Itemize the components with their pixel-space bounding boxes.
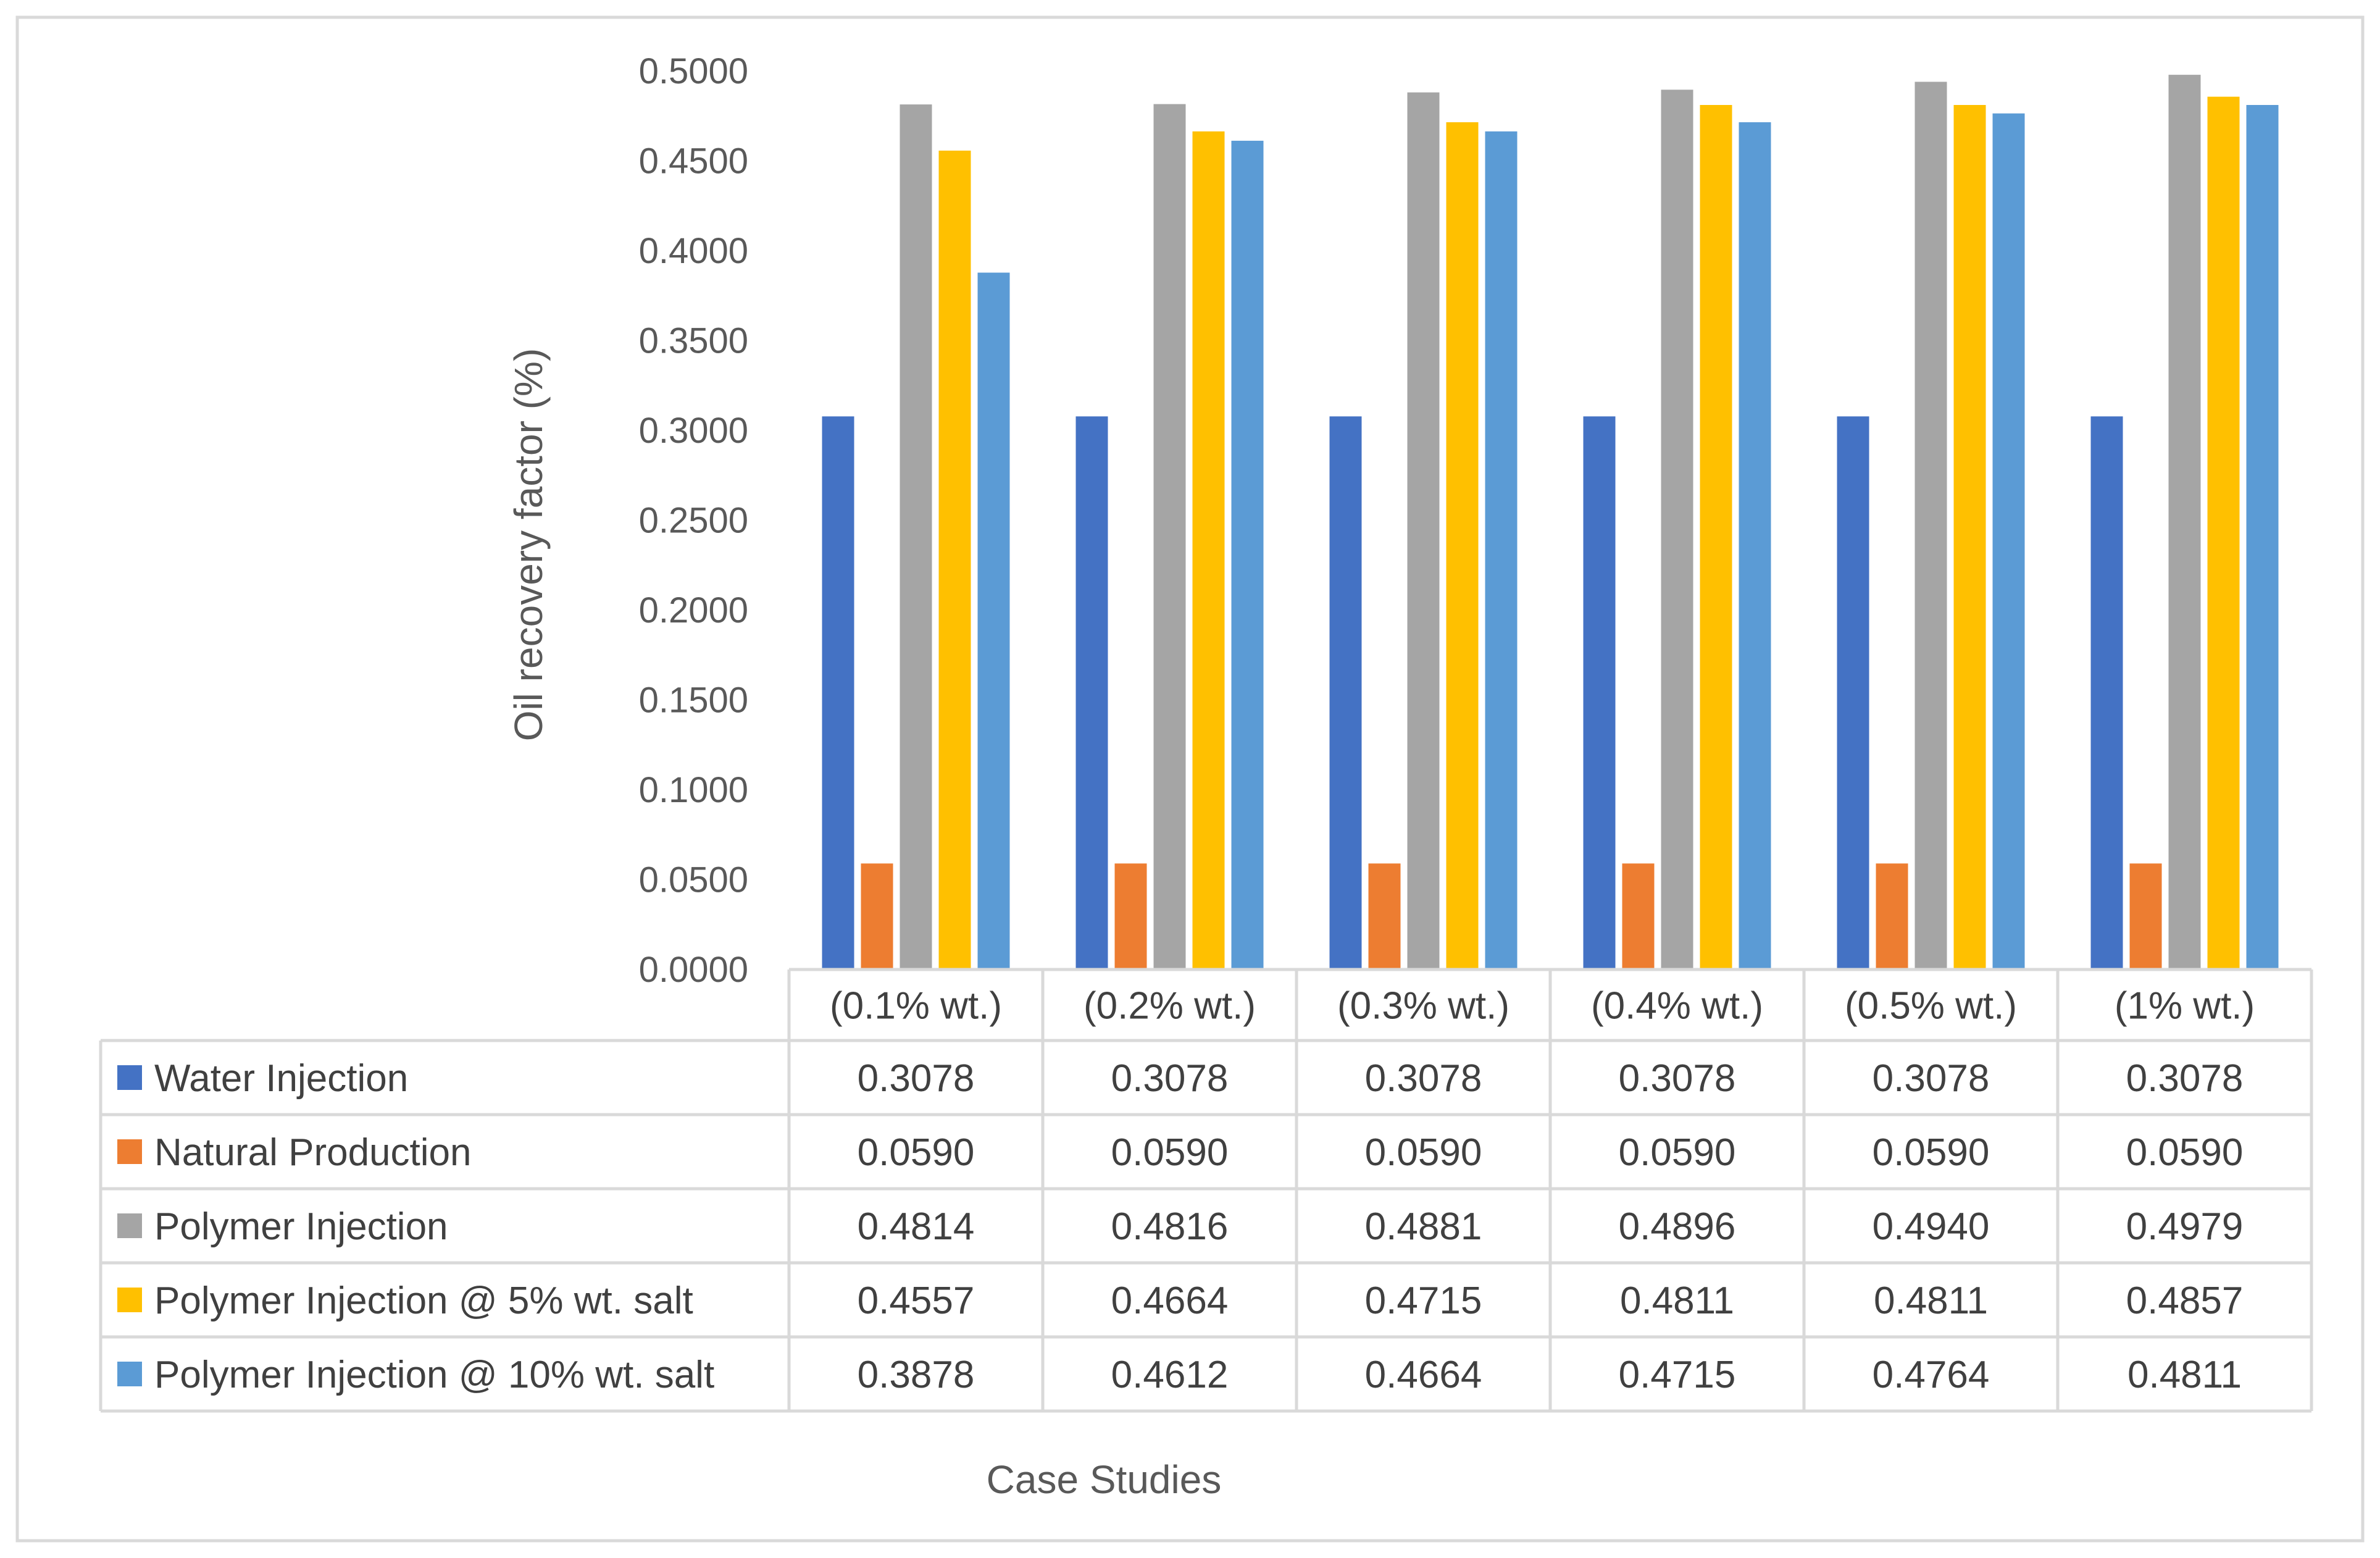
bar-series-group <box>822 75 2279 970</box>
data-label: 0.0590 <box>2126 1131 2244 1174</box>
y-tick-label: 0.0000 <box>639 950 748 990</box>
legend-key <box>117 1288 142 1312</box>
data-label: 0.4612 <box>1111 1354 1229 1396</box>
y-tick-label: 0.1500 <box>639 681 748 721</box>
bar-polymer-injection-2 <box>1153 104 1186 970</box>
series-name: Water Injection <box>154 1057 408 1100</box>
data-label: 0.4764 <box>1873 1354 1990 1396</box>
data-label: 0.4857 <box>2126 1279 2244 1322</box>
bar-water-injection-1 <box>822 416 854 970</box>
data-label: 0.4557 <box>858 1279 975 1322</box>
bar-polymer-injection-3 <box>1407 92 1440 970</box>
y-tick-label: 0.3000 <box>639 411 748 451</box>
bar-natural-production-3 <box>1368 863 1401 970</box>
data-table: (0.1% wt.) (0.2% wt.) (0.3% wt.) (0.4% wt.)… <box>99 968 2313 1413</box>
category-label: (0.3% wt.) <box>1337 985 1509 1028</box>
y-tick-label: 0.3500 <box>639 321 748 361</box>
series-name: Polymer Injection @ 10% wt. salt <box>154 1354 714 1396</box>
bar-polymer-injection-5-wt-salt-3 <box>1446 122 1479 970</box>
data-label: 0.4811 <box>1874 1279 1988 1322</box>
bar-polymer-injection-4 <box>1661 90 1693 970</box>
bar-polymer-injection-10-wt-salt-6 <box>2246 104 2279 970</box>
y-tick-label: 0.0500 <box>639 860 748 900</box>
bar-polymer-injection-10-wt-salt-3 <box>1485 131 1518 970</box>
bar-polymer-injection-5-wt-salt-5 <box>1953 104 1986 970</box>
data-label: 0.4811 <box>2127 1354 2242 1396</box>
data-label: 0.0590 <box>1111 1131 1229 1174</box>
bar-natural-production-5 <box>1876 863 1908 970</box>
y-tick-label: 0.5000 <box>639 51 748 91</box>
data-label: 0.3078 <box>1365 1057 1482 1100</box>
data-label: 0.0590 <box>858 1131 975 1174</box>
x-axis-title: Case Studies <box>987 1457 1222 1502</box>
data-label: 0.4715 <box>1619 1354 1736 1396</box>
bar-polymer-injection-6 <box>2168 75 2201 970</box>
y-tick-label: 0.4500 <box>639 141 748 182</box>
data-label: 0.0590 <box>1873 1131 1990 1174</box>
bar-polymer-injection-5-wt-salt-4 <box>1700 104 1732 970</box>
category-label: (0.1% wt.) <box>830 985 1002 1028</box>
y-axis-title: Oil recovery factor (%) <box>506 348 551 742</box>
series-name: Polymer Injection @ 5% wt. salt <box>154 1279 693 1322</box>
bar-natural-production-1 <box>861 863 893 970</box>
bar-polymer-injection-5-wt-salt-6 <box>2207 96 2240 970</box>
bar-water-injection-2 <box>1075 416 1108 970</box>
bar-polymer-injection-10-wt-salt-2 <box>1231 140 1264 970</box>
bar-polymer-injection-10-wt-salt-5 <box>1992 113 2025 970</box>
data-label: 0.4715 <box>1365 1279 1482 1322</box>
data-label: 0.4664 <box>1365 1354 1482 1396</box>
y-tick-label: 0.1000 <box>639 770 748 810</box>
category-label: (0.5% wt.) <box>1845 985 2017 1028</box>
legend-key <box>117 1362 142 1386</box>
data-label: 0.3078 <box>858 1057 975 1100</box>
legend-key <box>117 1213 142 1238</box>
bar-natural-production-2 <box>1114 863 1147 970</box>
category-label: (1% wt.) <box>2115 985 2255 1028</box>
data-label: 0.4814 <box>858 1205 975 1248</box>
category-label: (0.4% wt.) <box>1591 985 1763 1028</box>
bar-water-injection-4 <box>1583 416 1616 970</box>
bar-polymer-injection-10-wt-salt-4 <box>1739 122 1771 970</box>
bar-polymer-injection-5-wt-salt-2 <box>1192 131 1225 970</box>
bar-water-injection-3 <box>1329 416 1362 970</box>
data-label: 0.0590 <box>1619 1131 1736 1174</box>
legend-key <box>117 1065 142 1090</box>
data-label: 0.4881 <box>1365 1205 1482 1248</box>
y-axis-ticks: 0.0000 0.0500 0.1000 0.1500 0.2000 0.2500 0.30… <box>639 51 748 990</box>
y-tick-label: 0.2500 <box>639 501 748 541</box>
series-name: Polymer Injection <box>154 1205 448 1248</box>
bar-water-injection-6 <box>2090 416 2123 970</box>
data-label: 0.4816 <box>1111 1205 1229 1248</box>
bar-natural-production-4 <box>1622 863 1655 970</box>
bar-natural-production-6 <box>2129 863 2162 970</box>
data-label: 0.4979 <box>2126 1205 2244 1248</box>
data-label: 0.3878 <box>858 1354 975 1396</box>
data-label: 0.4664 <box>1111 1279 1229 1322</box>
data-label: 0.4896 <box>1619 1205 1736 1248</box>
series-name: Natural Production <box>154 1131 472 1174</box>
data-label: 0.3078 <box>1619 1057 1736 1100</box>
data-label: 0.3078 <box>1111 1057 1229 1100</box>
bar-polymer-injection-5 <box>1914 82 1947 970</box>
data-label: 0.4940 <box>1873 1205 1990 1248</box>
data-label: 0.3078 <box>2126 1057 2244 1100</box>
data-label: 0.0590 <box>1365 1131 1482 1174</box>
y-tick-label: 0.4000 <box>639 231 748 271</box>
bar-water-injection-5 <box>1837 416 1869 970</box>
bar-polymer-injection-5-wt-salt-1 <box>938 150 971 970</box>
y-tick-label: 0.2000 <box>639 590 748 630</box>
bar-polymer-injection-1 <box>900 104 932 970</box>
category-label: (0.2% wt.) <box>1084 985 1256 1028</box>
legend-key <box>117 1139 142 1164</box>
data-label: 0.3078 <box>1873 1057 1990 1100</box>
bar-polymer-injection-10-wt-salt-1 <box>977 272 1010 970</box>
data-label: 0.4811 <box>1620 1279 1734 1322</box>
